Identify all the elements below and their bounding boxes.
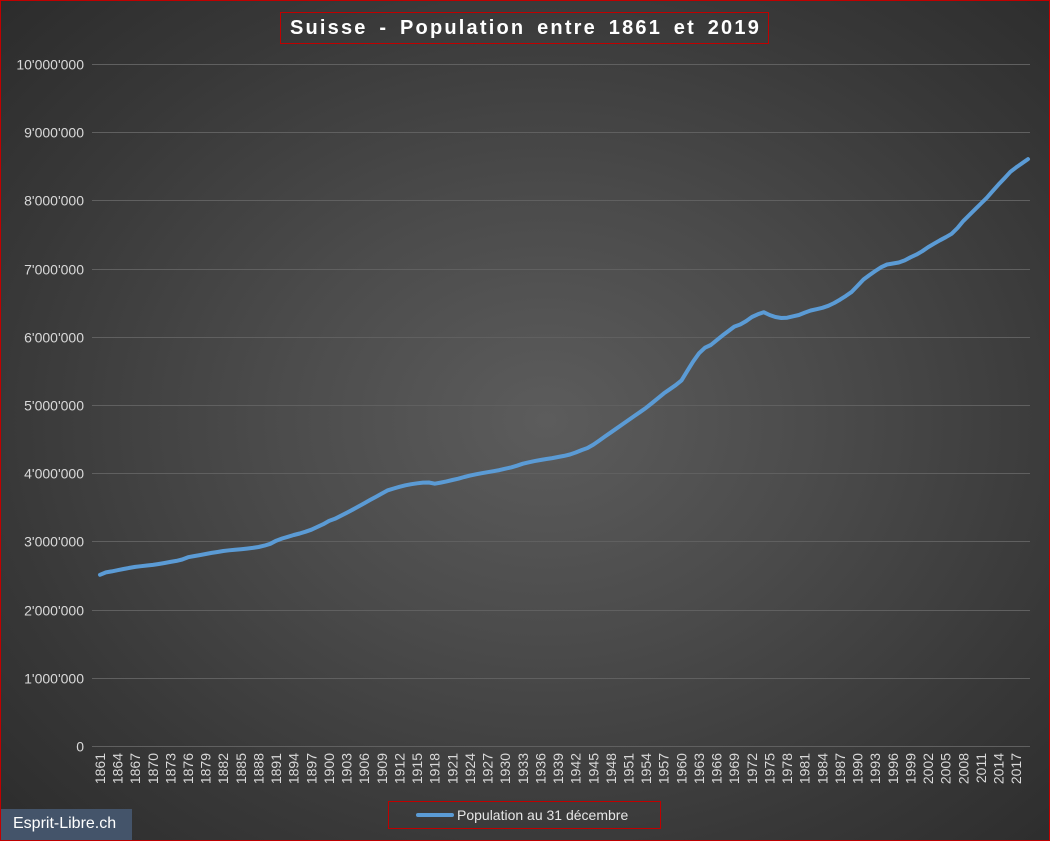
y-tick-label: 0: [76, 739, 84, 755]
x-tick-label: 1945: [585, 753, 601, 784]
x-tick-label: 1918: [427, 753, 443, 784]
y-tick-label: 9'000'000: [24, 125, 84, 141]
x-tick-label: 1906: [356, 753, 372, 784]
x-tick-label: 1909: [374, 753, 390, 784]
chart-title: Suisse - Population entre 1861 et 2019: [289, 16, 762, 39]
x-tick-label: 1930: [497, 753, 513, 784]
x-tick-label: 1873: [162, 753, 178, 784]
x-tick-label: 2011: [973, 753, 989, 783]
x-tick-label: 1951: [621, 753, 637, 784]
legend-swatch-population: [416, 813, 454, 817]
x-tick-label: 1921: [444, 753, 460, 784]
series-layer: [98, 157, 1030, 577]
y-tick-label: 6'000'000: [24, 330, 84, 346]
x-tick-label: 1888: [250, 753, 266, 784]
x-tick-label: 1975: [761, 753, 777, 784]
x-tick-label: 1864: [110, 753, 126, 784]
x-tick-label: 1885: [233, 753, 249, 784]
x-tick-label: 1972: [744, 753, 760, 784]
y-tick-label: 1'000'000: [24, 671, 84, 687]
x-tick-label: 1924: [462, 753, 478, 784]
x-tick-label: 1861: [92, 753, 108, 784]
legend: Population au 31 décembre: [388, 801, 661, 829]
x-tick-label: 1900: [321, 753, 337, 784]
x-tick-label: 1870: [145, 753, 161, 784]
x-tick-label: 2005: [938, 753, 954, 784]
chart-title-box: Suisse - Population entre 1861 et 2019: [280, 12, 769, 44]
y-axis: 0 1'000'000 2'000'000 3'000'000 4'000'000 5'0…: [16, 57, 84, 755]
x-tick-label: 1942: [568, 753, 584, 784]
x-tick-label: 1948: [603, 753, 619, 784]
x-tick-label: 1894: [286, 753, 302, 784]
x-tick-label: 1981: [797, 753, 813, 784]
watermark-badge: Esprit-Libre.ch: [0, 809, 132, 840]
x-tick-label: 1999: [902, 753, 918, 784]
x-tick-label: 1978: [779, 753, 795, 784]
x-tick-label: 2014: [991, 753, 1007, 784]
x-tick-label: 1891: [268, 753, 284, 784]
x-tick-label: 1876: [180, 753, 196, 784]
y-tick-label: 7'000'000: [24, 262, 84, 278]
x-tick-label: 1879: [198, 753, 214, 784]
y-tick-label: 5'000'000: [24, 398, 84, 414]
x-tick-label: 1912: [391, 753, 407, 784]
y-tick-label: 2'000'000: [24, 603, 84, 619]
y-tick-label: 4'000'000: [24, 466, 84, 482]
x-tick-label: 1939: [550, 753, 566, 784]
watermark-text: Esprit-Libre.ch: [13, 815, 117, 832]
x-tick-label: 1966: [709, 753, 725, 784]
x-tick-label: 1984: [814, 753, 830, 784]
x-tick-label: 1993: [867, 753, 883, 784]
x-tick-label: 1996: [885, 753, 901, 784]
y-tick-label: 8'000'000: [24, 193, 84, 209]
x-tick-label: 2008: [955, 753, 971, 784]
x-tick-label: 1954: [638, 753, 654, 784]
x-axis: 1861 1864 1867 1870 1873 1876 1879 1882 1885 1888…: [92, 753, 1024, 784]
x-tick-label: 1903: [339, 753, 355, 784]
x-tick-label: 2002: [920, 753, 936, 784]
y-tick-label: 3'000'000: [24, 534, 84, 550]
x-tick-label: 1867: [127, 753, 143, 784]
grid-layer: [92, 64, 1030, 747]
x-tick-label: 1957: [656, 753, 672, 784]
x-tick-label: 1897: [303, 753, 319, 784]
x-tick-label: 1990: [850, 753, 866, 784]
x-tick-label: 1963: [691, 753, 707, 784]
x-tick-label: 1969: [726, 753, 742, 784]
x-tick-label: 1927: [480, 753, 496, 784]
y-tick-label: 10'000'000: [16, 57, 84, 73]
x-tick-label: 1915: [409, 753, 425, 784]
series-line-population: [98, 157, 1030, 577]
legend-label-population: Population au 31 décembre: [457, 807, 629, 823]
x-tick-label: 1933: [515, 753, 531, 784]
x-tick-label: 1987: [832, 753, 848, 784]
x-tick-label: 1936: [532, 753, 548, 784]
x-tick-label: 1960: [673, 753, 689, 784]
x-tick-label: 1882: [215, 753, 231, 784]
x-tick-label: 2017: [1008, 753, 1024, 784]
